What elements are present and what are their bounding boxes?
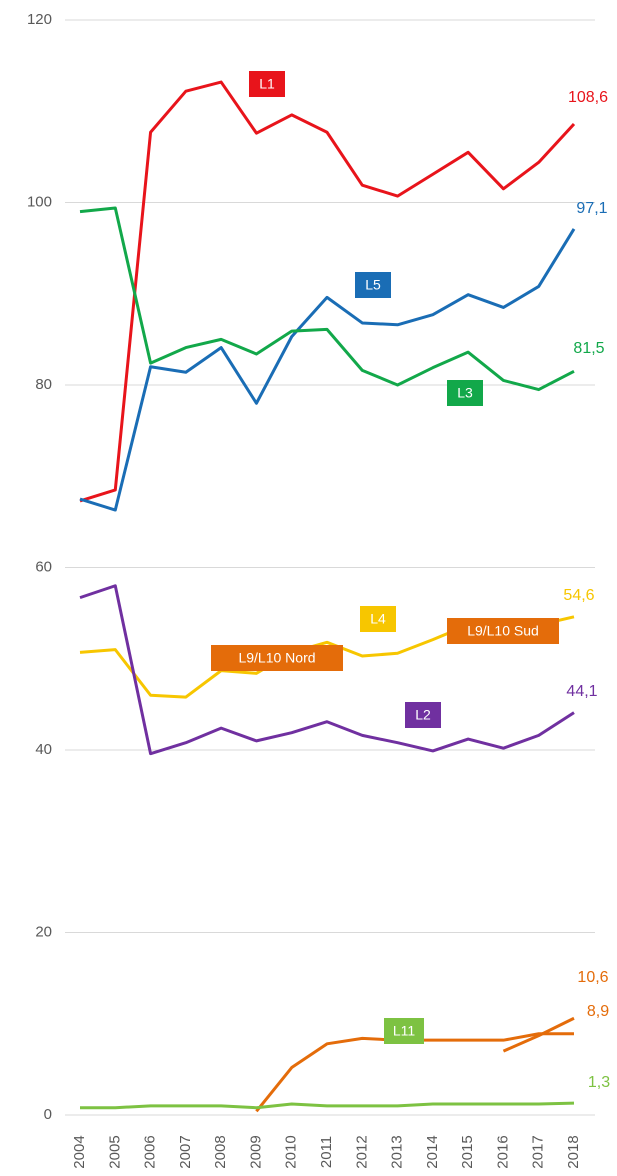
x-tick-label: 2014	[424, 1135, 441, 1168]
x-tick-label: 2008	[212, 1135, 229, 1168]
x-tick-label: 2017	[530, 1135, 547, 1168]
series-tag-box	[355, 272, 391, 298]
y-tick-label: 0	[44, 1106, 52, 1123]
series-line	[79, 206, 575, 392]
legend-label: L11	[393, 1023, 416, 1039]
legend-label: L3	[457, 385, 473, 401]
y-tick-label: 100	[27, 193, 52, 210]
series-line	[255, 1032, 574, 1113]
series-line	[79, 584, 575, 756]
series-tag-box	[447, 618, 559, 644]
x-tick-label: 2005	[106, 1135, 123, 1168]
data-label: 10,6	[577, 969, 608, 986]
x-tick-label: 2011	[318, 1136, 335, 1168]
y-tick-label: 120	[27, 11, 52, 28]
series-tag-box	[249, 71, 285, 97]
data-label: 54,6	[563, 587, 594, 604]
y-tick-label: 40	[35, 741, 52, 758]
x-tick-label: 2009	[247, 1135, 264, 1168]
x-tick-label: 2006	[142, 1135, 159, 1168]
series-line	[502, 1016, 575, 1053]
x-tick-label: 2007	[177, 1135, 194, 1168]
series-line	[80, 1101, 575, 1110]
legend-label: L2	[415, 707, 431, 723]
data-label: 81,5	[573, 340, 604, 357]
x-tick-label: 2018	[565, 1135, 582, 1168]
y-tick-label: 60	[35, 558, 52, 575]
x-tick-label: 2016	[494, 1135, 511, 1168]
series-tag-box	[360, 606, 396, 632]
y-tick-label: 80	[35, 376, 52, 393]
legend-label: L9/L10 Sud	[467, 623, 539, 639]
legend-label: L4	[370, 611, 386, 627]
series-line	[79, 228, 576, 512]
data-label: 97,1	[576, 200, 607, 217]
legend-label: L1	[259, 76, 275, 92]
legend-label: L9/L10 Nord	[238, 650, 315, 666]
y-tick-label: 20	[35, 923, 52, 940]
series-tag-box	[384, 1018, 424, 1044]
legend-label: L5	[365, 277, 381, 293]
x-tick-label: 2013	[389, 1135, 406, 1168]
data-label: 44,1	[566, 683, 597, 700]
data-label: 1,3	[588, 1074, 610, 1091]
series-tag-box	[211, 645, 343, 671]
x-tick-label: 2012	[353, 1135, 370, 1168]
x-tick-label: 2004	[71, 1135, 88, 1168]
data-label: 8,9	[587, 1003, 609, 1020]
x-tick-label: 2010	[283, 1135, 300, 1168]
series-line	[79, 80, 576, 503]
series-tag-box	[405, 702, 441, 728]
data-label: 108,6	[568, 89, 608, 106]
x-tick-label: 2015	[459, 1135, 476, 1168]
series-tag-box	[447, 380, 483, 406]
